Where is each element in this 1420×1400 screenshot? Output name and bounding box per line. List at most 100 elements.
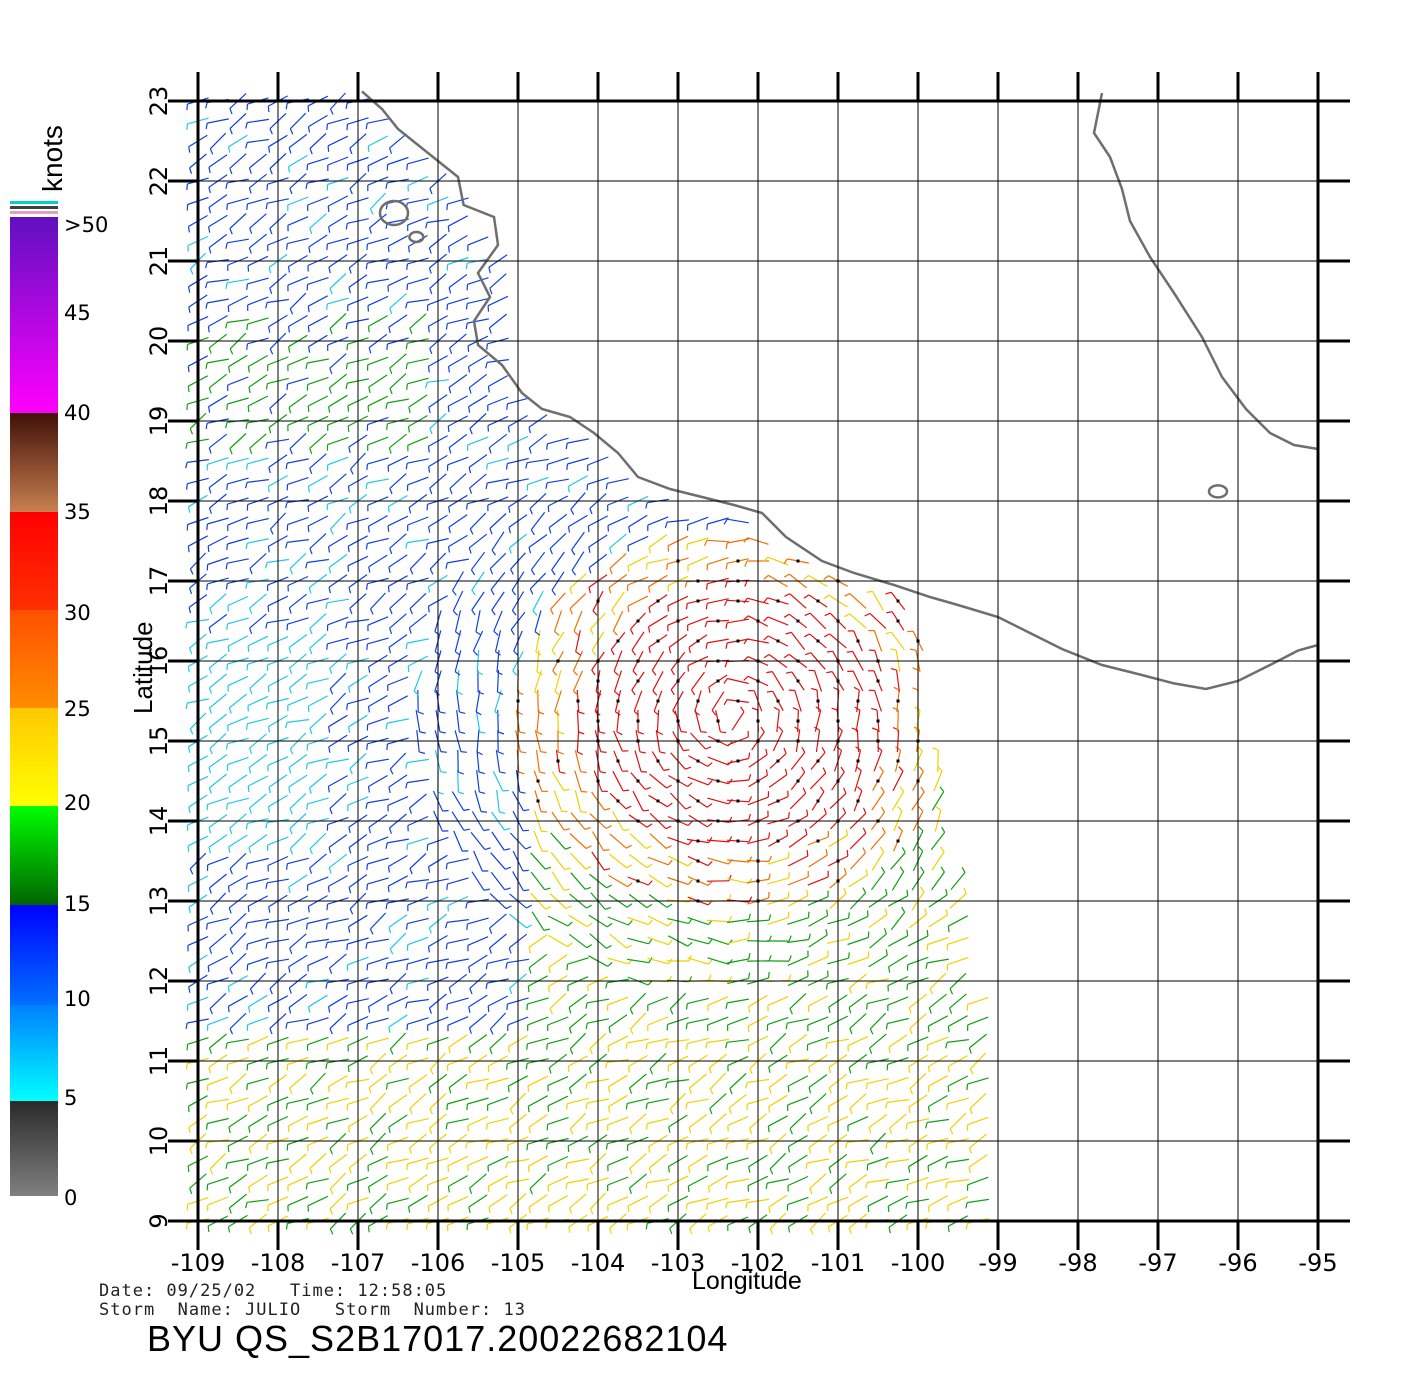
wind-barb-flag [897,806,903,812]
wind-barb-flag [479,791,486,794]
wind-barb-flag [700,731,707,733]
wind-barb [447,197,469,205]
wind-barb-flag [208,406,211,413]
wind-barb-flag [885,888,888,895]
wind-barb [687,997,709,1005]
wind-barb-flag [746,1143,748,1150]
wind-barb-flag [885,1182,888,1189]
wind-barb-flag [565,1182,568,1190]
wind-barb [228,134,248,148]
wind-barb [207,358,229,364]
wind-barb-flag [227,886,230,893]
wind-barb-flag [906,929,909,936]
wind-barb-flag [388,1126,391,1134]
rain-flag-marker [636,879,640,883]
wind-barb [527,458,549,464]
wind-barb [532,590,544,612]
wind-barb [208,754,228,768]
wind-barb [627,937,649,945]
wind-barb-flag [329,1208,334,1215]
wind-barb-flag [228,1207,232,1214]
wind-barb [448,354,468,368]
wind-barb-flag [417,711,425,715]
wind-barb [227,197,249,205]
wind-barb-flag [265,942,268,949]
wind-barb-flag [205,642,208,650]
wind-barb-flag [729,1088,733,1095]
wind-barb-flag [908,1007,912,1014]
wind-barb-flag [862,807,867,814]
wind-barb-flag [725,1202,728,1209]
wind-barb-flag [584,826,591,830]
wind-barb-flag [480,811,488,813]
wind-barb [727,677,749,685]
colorbar-top-stripe [10,211,58,214]
wind-barb-flag [468,1006,471,1013]
wind-barb-flag [387,706,390,713]
wind-barb [528,1155,548,1167]
wind-barb [448,215,468,227]
wind-barb-flag [919,766,924,772]
wind-barb-flag [809,1188,813,1195]
longitude-tick-label: -98 [1058,1249,1097,1277]
wind-barb-flag [573,690,579,696]
wind-barb [288,754,308,768]
wind-barb-flag [249,227,253,235]
wind-barb-flag [580,811,587,813]
wind-barb-flag [345,223,348,230]
wind-barb-flag [828,1067,832,1074]
wind-barb-flag [248,1006,251,1013]
wind-barb [247,296,269,306]
wind-barb-flag [945,909,948,916]
wind-barb [447,1118,469,1124]
wind-barb-flag [208,247,212,254]
wind-barb-flag [470,569,476,576]
wind-barb-flag [188,986,191,993]
wind-barb-flag [687,861,693,867]
wind-barb-flag [325,1062,328,1069]
wind-barb-flag [642,809,650,812]
wind-barb-flag [927,1026,930,1033]
wind-barb-flag [529,508,533,515]
wind-barb [648,874,668,888]
wind-barb-flag [289,568,293,575]
wind-barb [209,693,227,709]
longitude-tick-label: -108 [251,1249,305,1277]
wind-barb-flag [510,629,515,636]
wind-barb-flag [369,608,374,615]
wind-barb-flag [265,203,268,210]
wind-barb [687,556,709,566]
wind-barb [869,1033,887,1049]
wind-barb-flag [748,836,753,843]
wind-barb-flag [288,607,292,614]
rain-flag-marker [776,699,780,703]
wind-barb [468,373,488,389]
wind-barb-flag [969,1108,973,1115]
wind-barb [388,695,408,707]
wind-barb [389,1032,407,1050]
wind-barb-flag [466,503,468,510]
wind-barb-flag [683,749,690,752]
wind-barb [208,154,228,168]
wind-barb-flag [568,1007,572,1014]
wind-barb [467,917,489,925]
wind-barb-flag [647,919,653,925]
wind-barb-flag [728,874,732,881]
wind-barb-flag [346,663,348,670]
latitude-tick-label: 21 [145,246,173,277]
wind-barb [209,132,227,150]
wind-barb-flag [725,1182,728,1190]
wind-barb-flag [289,947,293,955]
wind-barb-flag [225,322,228,329]
wind-barb [872,591,884,611]
wind-barb-flag [369,928,374,935]
rain-flag-marker [776,639,780,643]
wind-barb [967,1176,989,1186]
wind-barb-flag [708,938,713,945]
wind-barb [848,994,868,1008]
wind-barb [629,992,647,1010]
wind-barb [367,237,389,245]
wind-barb-flag [349,608,353,615]
wind-barb-flag [615,711,621,716]
wind-barb [628,853,648,869]
